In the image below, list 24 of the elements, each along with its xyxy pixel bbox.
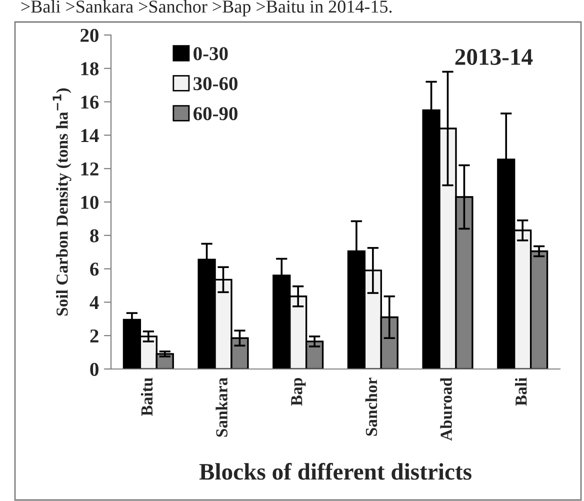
y-tick-label: 20: [80, 28, 98, 42]
legend-label: 60-90: [194, 107, 238, 120]
x-tick-label: Bap: [291, 378, 306, 406]
y-tick-label: 10: [81, 196, 98, 209]
y-tick-label: 6: [90, 262, 99, 276]
x-tick-label: Bali: [515, 378, 527, 406]
y-tick-label: 0: [90, 362, 98, 376]
y-tick-label: 14: [81, 129, 99, 142]
y-tick-label: 16: [81, 96, 99, 109]
legend-label: 0-30: [194, 47, 228, 60]
y-axis-title: Soil Carbon Density (tons ha$^{−1}$): [52, 88, 72, 316]
y-tick-label: 18: [81, 62, 99, 76]
x-tick-label: Aburoad: [440, 378, 452, 441]
x-axis-title: Blocks of different districts: [199, 462, 472, 480]
y-tick-label: 8: [90, 229, 99, 242]
text: >Bali >Sankara >Sanchor >Bap >Baitu in 2014-15.: [21, 0, 392, 16]
y-tick-label: 12: [81, 162, 98, 176]
x-tick-label: Baitu: [140, 378, 153, 416]
y-tick-label: 4: [90, 296, 99, 309]
y-tick-label: 2: [90, 329, 98, 342]
x-tick-label: Sanchor: [365, 378, 378, 436]
chart-title: 2013-14: [455, 49, 533, 65]
x-tick-label: Sankara: [216, 378, 228, 437]
legend-label: 30-60: [194, 77, 238, 90]
